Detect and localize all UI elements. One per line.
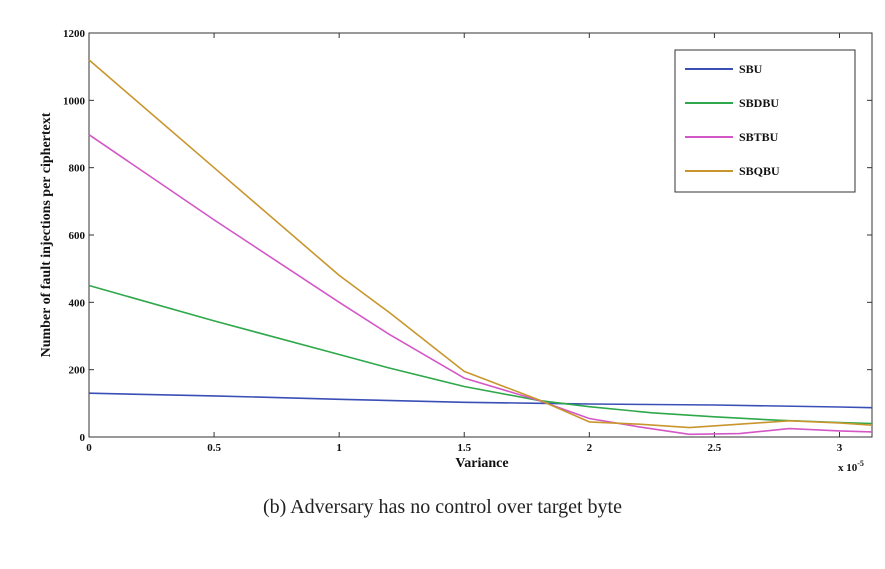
y-tick-label: 1200 (63, 28, 86, 40)
ticks: 0 0.5 1 1.5 2 2.5 3 0 200 400 600 800 1000 1200 (63, 28, 872, 454)
x-tick-label: 0.5 (207, 442, 221, 454)
x-tick-label: 2.5 (708, 442, 722, 454)
x-tick-label: 3 (837, 442, 843, 454)
y-axis-label: Number of fault injections per ciphertex… (39, 112, 54, 357)
y-tick-label: 200 (69, 365, 86, 377)
x-axis-label: Variance (455, 456, 508, 471)
x-tick-label: 0 (86, 442, 92, 454)
legend-label-sbtbu: SBTBU (739, 130, 779, 144)
legend-label-sbqbu: SBQBU (739, 164, 780, 178)
x-tick-label: 1.5 (457, 442, 471, 454)
legend-label-sbu: SBU (739, 62, 763, 76)
x-tick-label: 2 (587, 442, 593, 454)
x-exponent-label: x 10-5 (838, 459, 864, 474)
x-tick-label: 1 (336, 442, 342, 454)
x-exponent-base: x 10 (838, 462, 858, 474)
y-tick-label: 800 (69, 163, 86, 175)
x-exponent-power: -5 (857, 459, 864, 468)
legend: SBU SBDBU SBTBU SBQBU (674, 49, 856, 193)
legend-label-sbdbu: SBDBU (739, 96, 779, 110)
series-lines (88, 59, 873, 436)
y-tick-label: 400 (69, 297, 86, 309)
y-tick-label: 600 (69, 230, 86, 242)
y-tick-label: 1000 (63, 95, 86, 107)
legend-box (674, 49, 856, 193)
series-line-sbqbu (88, 59, 873, 429)
series-line-sbu (88, 392, 873, 409)
series-line-sbtbu (88, 134, 873, 436)
figure-caption: (b) Adversary has no control over target… (263, 496, 622, 518)
y-tick-label: 0 (80, 432, 86, 444)
